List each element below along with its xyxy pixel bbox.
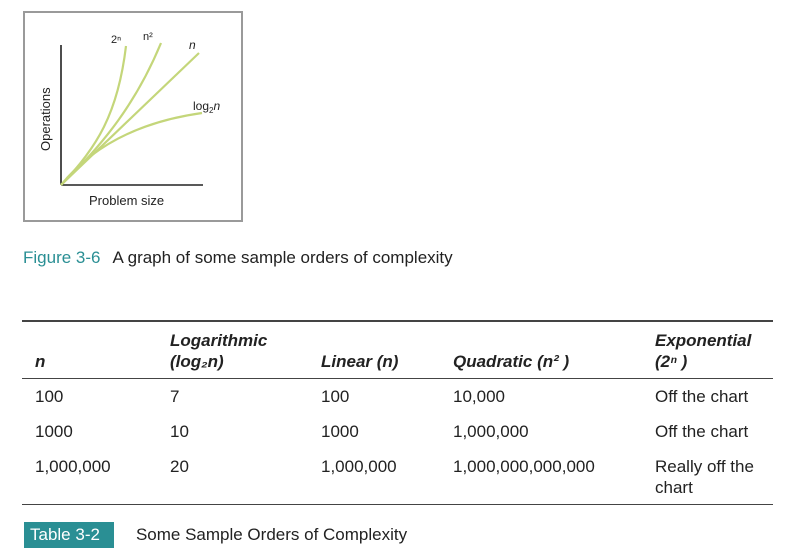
quadratic-label: n²	[143, 31, 153, 43]
cell-exponential: Really off the chart	[642, 449, 773, 505]
linear-curve	[60, 52, 200, 186]
header-log-line2: (log₂n)	[170, 352, 224, 371]
logarithmic-label: log2n	[193, 99, 220, 115]
cell-linear: 100	[321, 387, 350, 406]
logarithmic-curve	[60, 111, 203, 186]
header-logarithmic: Logarithmic (log₂n)	[157, 320, 308, 379]
log-var-text: n	[213, 99, 220, 113]
cell-quadratic: 1,000,000,000,000	[440, 449, 642, 505]
cell-log: 20	[157, 449, 308, 505]
figure-caption: Figure 3-6 A graph of some sample orders …	[23, 248, 453, 268]
quadratic-curve	[60, 42, 163, 186]
cell-n: 1,000,000	[22, 449, 157, 505]
figure-caption-text: A graph of some sample orders of complex…	[112, 248, 453, 267]
cell-n: 100	[35, 387, 64, 406]
log-base-text: log	[193, 99, 209, 113]
exponential-label: 2ⁿ	[111, 34, 121, 46]
complexity-graph: 2ⁿ n² n log2n Problem size Operations	[38, 31, 220, 208]
y-axis-label: Operations	[38, 87, 53, 151]
cell-linear: 1000	[321, 422, 359, 441]
x-axis-label: Problem size	[89, 193, 164, 208]
log-subscript-text: 2	[209, 106, 214, 115]
header-quadratic: Quadratic (n² )	[440, 320, 642, 379]
exponential-curve	[60, 45, 128, 186]
linear-label: n	[189, 38, 196, 52]
cell-quadratic: 10,000	[453, 387, 505, 406]
header-exponential: Exponential (2ⁿ )	[642, 320, 773, 379]
header-n: n	[22, 320, 157, 379]
complexity-table: n Logarithmic (log₂n) Linear (n) Quadrati…	[22, 320, 773, 505]
figure-number: Figure 3-6	[23, 248, 101, 267]
complexity-graph-figure: 2ⁿ n² n log2n Problem size Operations	[23, 11, 243, 222]
table-header-row: n Logarithmic (log₂n) Linear (n) Quadrati…	[22, 320, 773, 379]
header-log-line1: Logarithmic	[170, 331, 268, 350]
cell-log: 7	[170, 387, 180, 406]
cell-quadratic: 1,000,000	[453, 422, 529, 441]
table-caption: Table 3-2 Some Sample Orders of Complexit…	[24, 522, 407, 548]
cell-log: 10	[170, 422, 189, 441]
cell-n: 1000	[35, 422, 73, 441]
header-linear: Linear (n)	[308, 320, 440, 379]
table-number-badge: Table 3-2	[24, 522, 114, 548]
cell-exponential: Off the chart	[655, 387, 749, 406]
table-row: 1,000,000 20 1,000,000 1,000,000,000,000…	[22, 449, 773, 505]
table-row: 100 7 100 10,000 Off the chart	[22, 379, 773, 415]
table-row: 1000 10 1000 1,000,000 Off the chart	[22, 414, 773, 449]
cell-linear: 1,000,000	[308, 449, 440, 505]
cell-exponential: Off the chart	[655, 422, 749, 441]
table-caption-text: Some Sample Orders of Complexity	[135, 525, 408, 544]
